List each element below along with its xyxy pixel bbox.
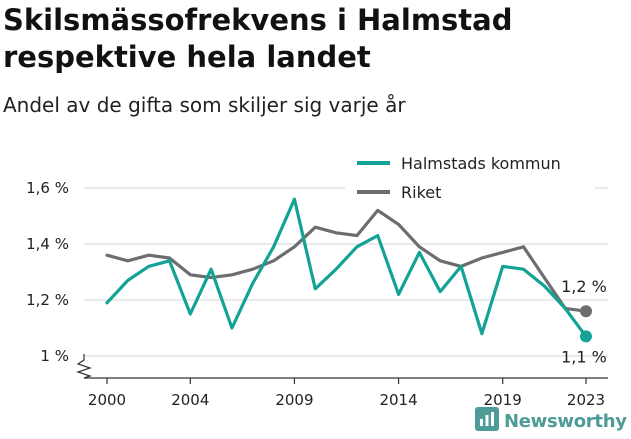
y-tick-label: 1,2 % xyxy=(26,291,69,309)
series-line-riket xyxy=(105,208,588,313)
x-tick-label: 2014 xyxy=(379,391,417,409)
series-line-halmstad xyxy=(105,197,588,338)
end-label-riket: 1,2 % xyxy=(561,277,607,296)
x-tick-label: 2004 xyxy=(171,391,209,409)
y-tick-label: 1 % xyxy=(40,347,69,365)
x-tick-label: 2000 xyxy=(88,391,126,409)
brand-logo: Newsworthy xyxy=(475,407,627,435)
end-point-riket xyxy=(580,305,592,318)
end-label-halmstad: 1,1 % xyxy=(561,347,607,366)
legend-label: Halmstads kommun xyxy=(401,154,561,173)
end-point-halmstad xyxy=(580,330,592,343)
y-tick-label: 1,4 % xyxy=(26,235,69,253)
y-tick-label: 1,6 % xyxy=(26,179,69,197)
newsworthy-logo-icon xyxy=(475,407,499,435)
chart-subtitle: Andel av de gifta som skiljer sig varje … xyxy=(3,93,406,117)
axis-break-icon xyxy=(76,354,92,379)
x-tick-label: 2023 xyxy=(567,391,605,409)
x-tick-label: 2009 xyxy=(275,391,313,409)
x-tick-label: 2019 xyxy=(484,391,522,409)
chart-title: Skilsmässofrekvens i Halmstad respektive… xyxy=(3,3,513,74)
legend-label: Riket xyxy=(401,183,441,202)
brand-name: Newsworthy xyxy=(504,410,627,432)
